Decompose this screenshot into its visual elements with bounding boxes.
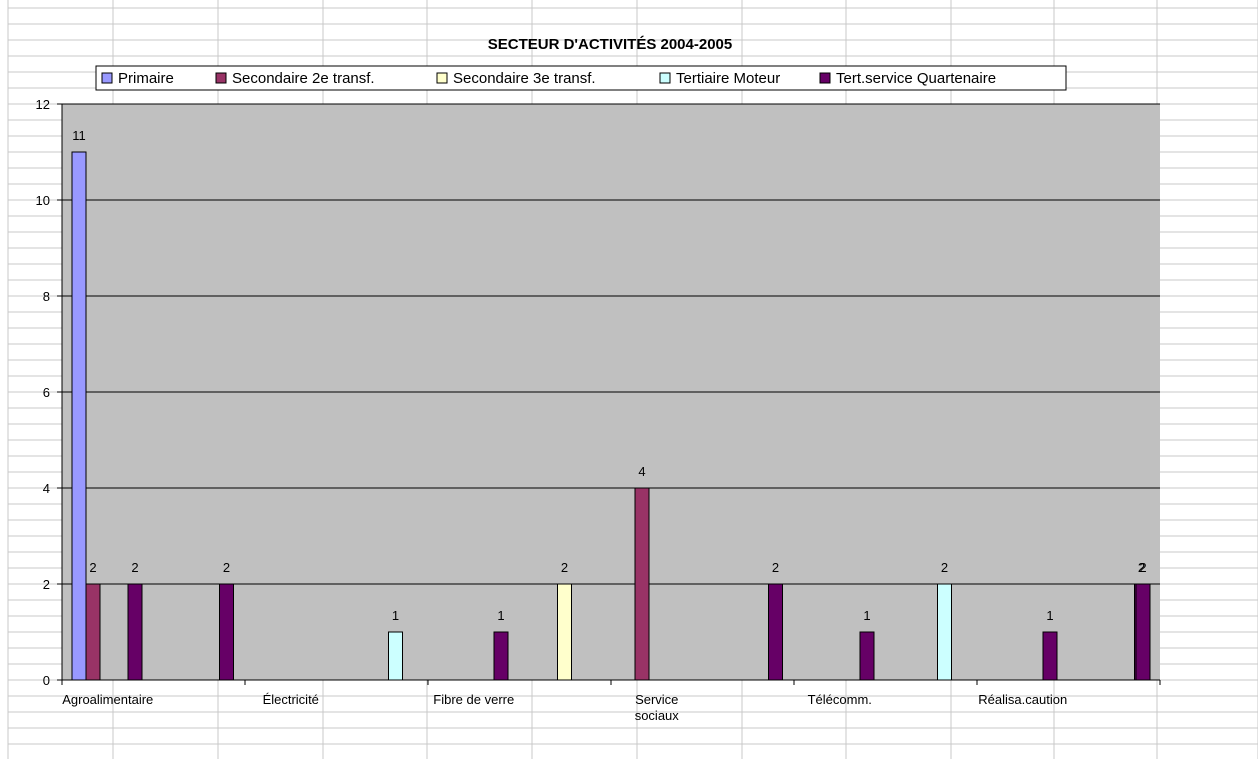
y-tick-label: 2 [43, 577, 50, 592]
bars [71, 151, 1151, 681]
bar-tert-service-quartenaire [219, 583, 234, 681]
bar-tertiaire-moteur [388, 631, 403, 681]
bar-tert-service-quartenaire [768, 583, 783, 681]
data-label: 2 [1138, 560, 1145, 575]
axes [57, 103, 1161, 685]
bar-tert-service-quartenaire [1135, 583, 1151, 681]
legend-box [95, 65, 1067, 91]
y-tick-label: 10 [36, 193, 50, 208]
data-label: 1 [392, 608, 399, 623]
bar-secondaire-3e-transf- [557, 583, 572, 681]
data-label: 2 [89, 560, 96, 575]
x-category-label: Agroalimentaire [62, 692, 153, 707]
y-tick-label: 12 [36, 97, 50, 112]
legend-label: Secondaire 2e transf. [232, 70, 375, 87]
bar-secondaire-2e-transf- [634, 487, 650, 681]
gridlines [62, 103, 1160, 585]
chart-title: SECTEUR D'ACTIVITÉS 2004-2005 [488, 36, 732, 53]
x-category-labels: Agroalimentaire Électricité Fibre de verre… [62, 692, 1067, 723]
x-category-label: Fibre de verre [433, 692, 514, 707]
bar-primaire [71, 151, 87, 681]
data-label: 1 [863, 608, 870, 623]
bar-tertiaire-moteur [937, 583, 952, 681]
legend: Primaire Secondaire 2e transf. Secondaire … [95, 65, 1067, 91]
data-label: 2 [772, 560, 779, 575]
x-category-label: Électricité [263, 692, 319, 707]
legend-label: Tertiaire Moteur [676, 70, 780, 87]
data-label: 2 [561, 560, 568, 575]
bar-tert-service-quartenaire [493, 631, 509, 681]
data-label: 2 [1139, 560, 1146, 575]
legend-swatch [101, 72, 113, 84]
x-category-label: Télécomm. [808, 692, 872, 707]
data-label: 1 [1046, 608, 1053, 623]
x-category-label: Service sociaux [635, 692, 680, 723]
data-label: 2 [131, 560, 138, 575]
y-tick-label: 8 [43, 289, 50, 304]
y-tick-label: 0 [43, 673, 50, 688]
data-label: 11 [72, 128, 86, 143]
legend-swatch [215, 72, 227, 84]
bar-tert-service-quartenaire [127, 583, 143, 681]
legend-swatch [659, 72, 671, 84]
legend-swatch [819, 72, 831, 84]
y-tick-label: 6 [43, 385, 50, 400]
data-label: 2 [223, 560, 230, 575]
bar-secondaire-2e-transf- [85, 583, 101, 681]
legend-label: Primaire [118, 70, 174, 87]
data-label: 4 [638, 464, 645, 479]
y-tick-labels: 0 2 4 6 8 10 12 [36, 97, 50, 688]
data-label: 2 [941, 560, 948, 575]
bar-tert-service-quartenaire [1042, 631, 1058, 681]
legend-swatch [436, 72, 448, 84]
data-label: 1 [497, 608, 504, 623]
legend-label: Secondaire 3e transf. [453, 70, 596, 87]
y-tick-label: 4 [43, 481, 50, 496]
x-category-label: Réalisa.caution [978, 692, 1067, 707]
legend-label: Tert.service Quartenaire [836, 70, 996, 87]
bar-tert-service-quartenaire [859, 631, 875, 681]
